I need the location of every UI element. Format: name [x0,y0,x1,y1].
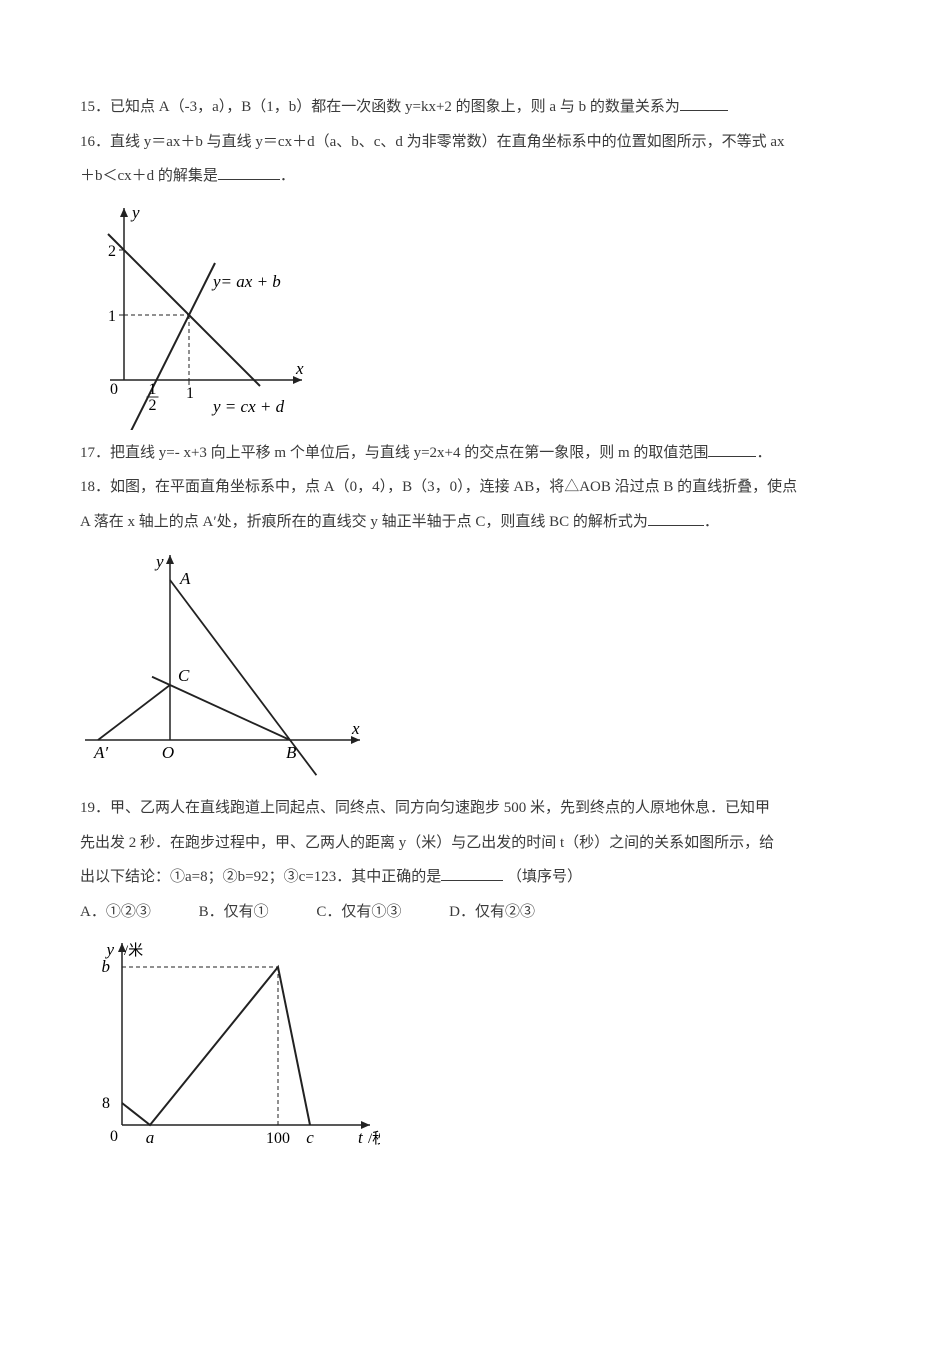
svg-text:2: 2 [108,243,116,260]
svg-text:a: a [146,1128,155,1147]
q18-text-a: 如图，在平面直角坐标系中，点 A（0，4），B（3，0），连接 AB，将△AOB… [110,479,797,495]
svg-text:A: A [179,569,191,588]
figure-q18: y x O A B A′ C [80,545,870,785]
q19-blank[interactable] [441,865,503,881]
svg-text:0: 0 [110,1128,118,1145]
svg-text:/米: /米 [124,942,143,959]
question-16: 16．直线 y＝ax＋b 与直线 y＝cx＋d（a、b、c、d 为非零常数）在直… [80,125,870,160]
q17-blank[interactable] [708,441,756,457]
svg-text:B: B [286,743,297,762]
question-16-line2: ＋b＜cx＋d 的解集是 ． [80,159,870,194]
svg-text:A′: A′ [93,743,108,762]
q19-opt-b[interactable]: B．仅有① [199,895,269,930]
q19-opt-c[interactable]: C．仅有①③ [316,895,401,930]
svg-text:1: 1 [186,385,194,402]
q16-text-a: 直线 y＝ax＋b 与直线 y＝cx＋d（a、b、c、d 为非零常数）在直角坐标… [110,134,785,150]
question-18: 18．如图，在平面直角坐标系中，点 A（0，4），B（3，0），连接 AB，将△… [80,470,870,505]
q18-text-c: ． [704,514,719,530]
q16-blank[interactable] [218,164,280,180]
question-19: 19．甲、乙两人在直线跑道上同起点、同终点、同方向匀速跑步 500 米，先到终点… [80,791,870,826]
q16-number: 16． [80,134,110,150]
q15-blank[interactable] [680,95,728,111]
q16-text-c: ． [280,168,295,184]
question-18-line2: A 落在 x 轴上的点 A′处，折痕所在的直线交 y 轴正半轴于点 C，则直线 … [80,505,870,540]
figure-q16: yx012112y= ax + by = cx + d [80,200,870,430]
svg-text:x: x [351,719,360,738]
question-15: 15．已知点 A（-3，a），B（1，b）都在一次函数 y=kx+2 的图象上，… [80,90,870,125]
q19-text-b: 先出发 2 秒．在跑步过程中，甲、乙两人的距离 y（米）与乙出发的时间 t（秒）… [80,835,774,851]
svg-text:0: 0 [110,381,118,398]
svg-text:/秒: /秒 [368,1130,380,1147]
svg-text:2: 2 [149,397,157,414]
q19-number: 19． [80,800,110,816]
svg-text:1: 1 [149,381,157,398]
svg-text:y = cx + d: y = cx + d [211,397,285,416]
q19-opt-d[interactable]: D．仅有②③ [449,895,535,930]
q17-text-b: ． [756,445,771,461]
svg-text:8: 8 [102,1095,110,1112]
svg-text:y= ax + b: y= ax + b [211,272,281,291]
question-17: 17．把直线 y=- x+3 向上平移 m 个单位后，与直线 y=2x+4 的交… [80,436,870,471]
q19-options: A．①②③ B．仅有① C．仅有①③ D．仅有②③ [80,895,870,930]
q19-text-a: 甲、乙两人在直线跑道上同起点、同终点、同方向匀速跑步 500 米，先到终点的人原… [110,800,770,816]
svg-text:100: 100 [266,1130,290,1147]
svg-text:b: b [102,957,111,976]
svg-text:t: t [358,1128,364,1147]
svg-text:y: y [154,552,164,571]
svg-text:c: c [306,1128,314,1147]
svg-text:1: 1 [108,308,116,325]
question-19-line2: 先出发 2 秒．在跑步过程中，甲、乙两人的距离 y（米）与乙出发的时间 t（秒）… [80,826,870,861]
q19-opt-a[interactable]: A．①②③ [80,895,151,930]
q15-text: 已知点 A（-3，a），B（1，b）都在一次函数 y=kx+2 的图象上，则 a… [110,99,680,115]
svg-text:x: x [295,359,304,378]
q18-number: 18． [80,479,110,495]
q17-text-a: 把直线 y=- x+3 向上平移 m 个单位后，与直线 y=2x+4 的交点在第… [110,445,708,461]
q15-number: 15． [80,99,110,115]
q16-text-b: ＋b＜cx＋d 的解集是 [80,168,218,184]
q19-text-d: （填序号） [507,869,582,885]
figure-q19: y/米t/秒08ba100c [80,935,870,1155]
question-19-line3: 出以下结论：①a=8；②b=92；③c=123．其中正确的是 （填序号） [80,860,870,895]
q19-text-c: 出以下结论：①a=8；②b=92；③c=123．其中正确的是 [80,869,441,885]
svg-text:O: O [162,743,174,762]
svg-text:y: y [130,203,140,222]
q18-blank[interactable] [648,510,704,526]
q18-text-b: A 落在 x 轴上的点 A′处，折痕所在的直线交 y 轴正半轴于点 C，则直线 … [80,514,648,530]
svg-text:C: C [178,666,190,685]
q17-number: 17． [80,445,110,461]
